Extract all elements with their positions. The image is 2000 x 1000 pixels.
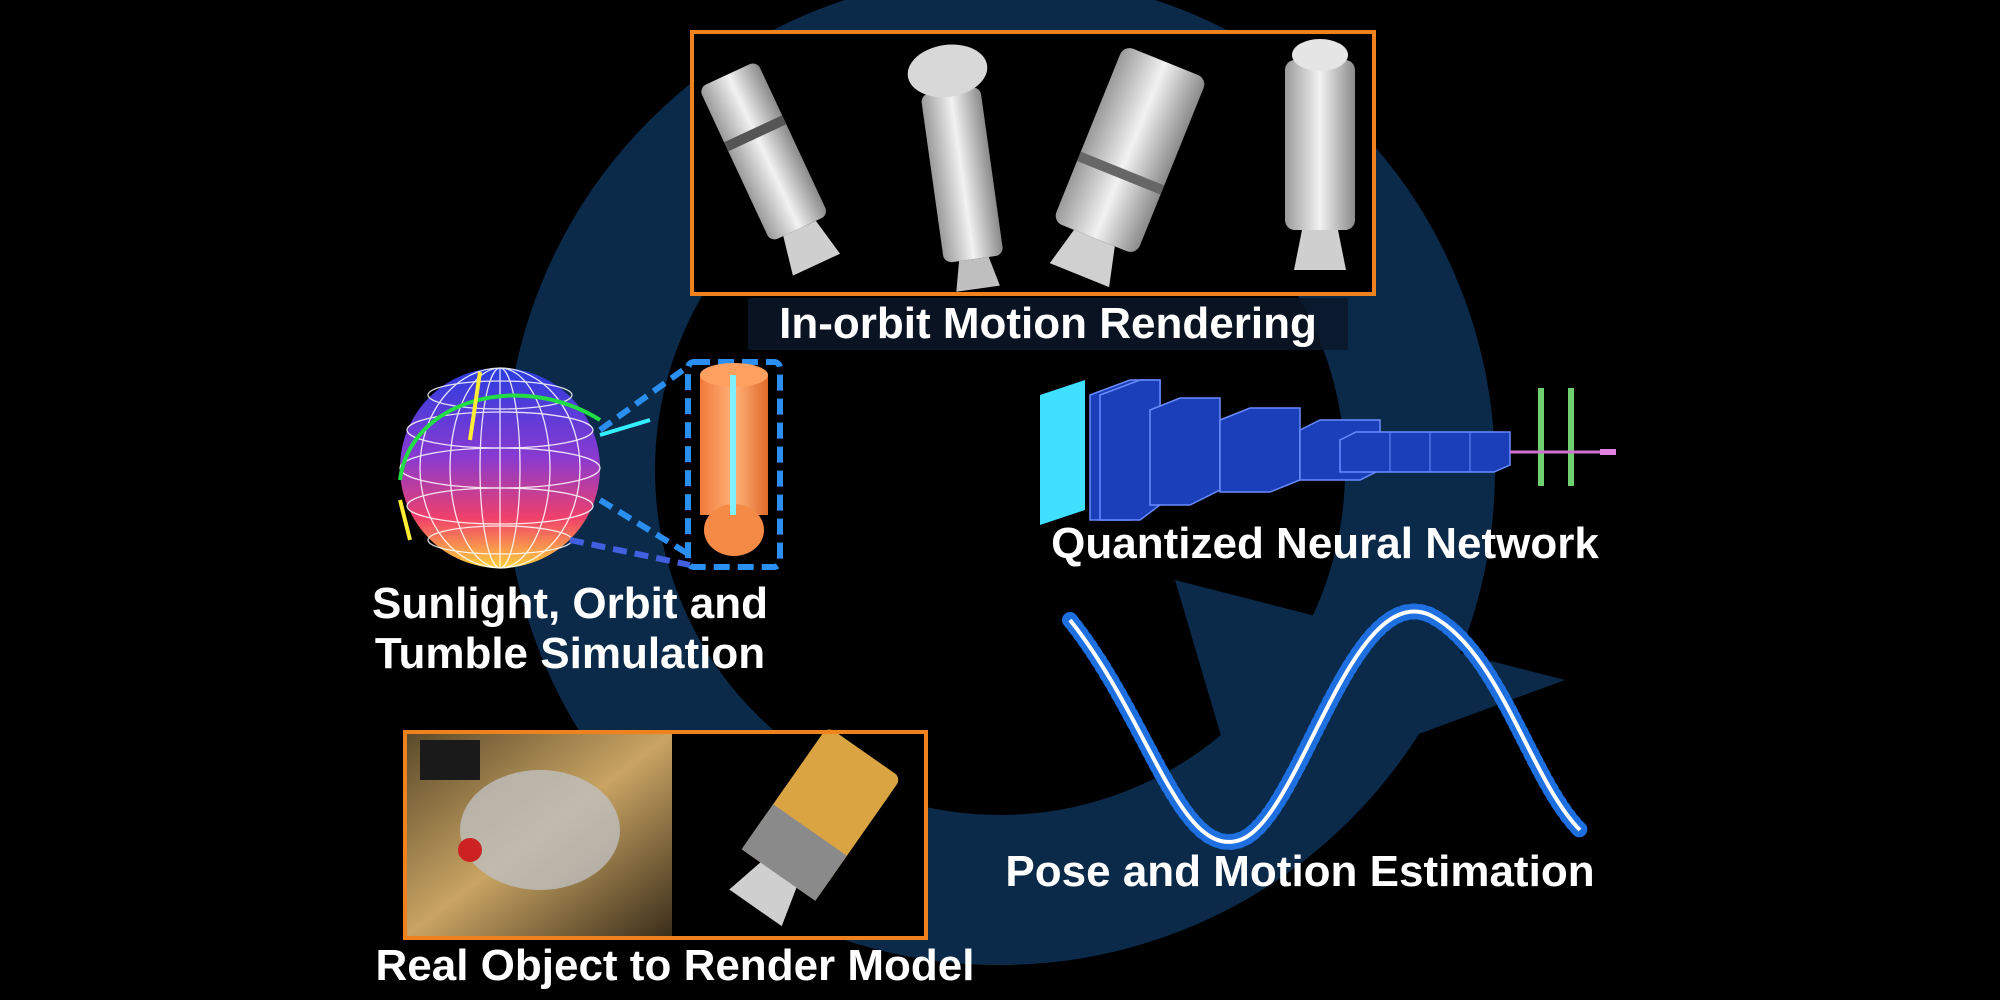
rendering-frame <box>690 30 1376 296</box>
cnn-layers-icon <box>1040 379 1616 525</box>
spacecraft-render-icon <box>701 39 1355 292</box>
fit-curve <box>1068 609 1582 844</box>
cylinder-model-icon <box>685 359 783 570</box>
real-object-frame <box>403 730 928 940</box>
label-estimation: Pose and Motion Estimation <box>1005 847 1595 896</box>
label-rendering: In-orbit Motion Rendering <box>748 298 1348 350</box>
label-simulation-line1: Sunlight, Orbit and <box>372 579 768 628</box>
real-object-images <box>406 729 924 936</box>
sphere-grid-icon <box>398 367 651 569</box>
projection-lines <box>569 362 692 568</box>
label-network: Quantized Neural Network <box>1051 519 1599 568</box>
label-simulation-line2: Tumble Simulation <box>374 629 766 678</box>
sine-fit-icon <box>1062 603 1588 850</box>
label-real-object: Real Object to Render Model <box>375 941 975 990</box>
